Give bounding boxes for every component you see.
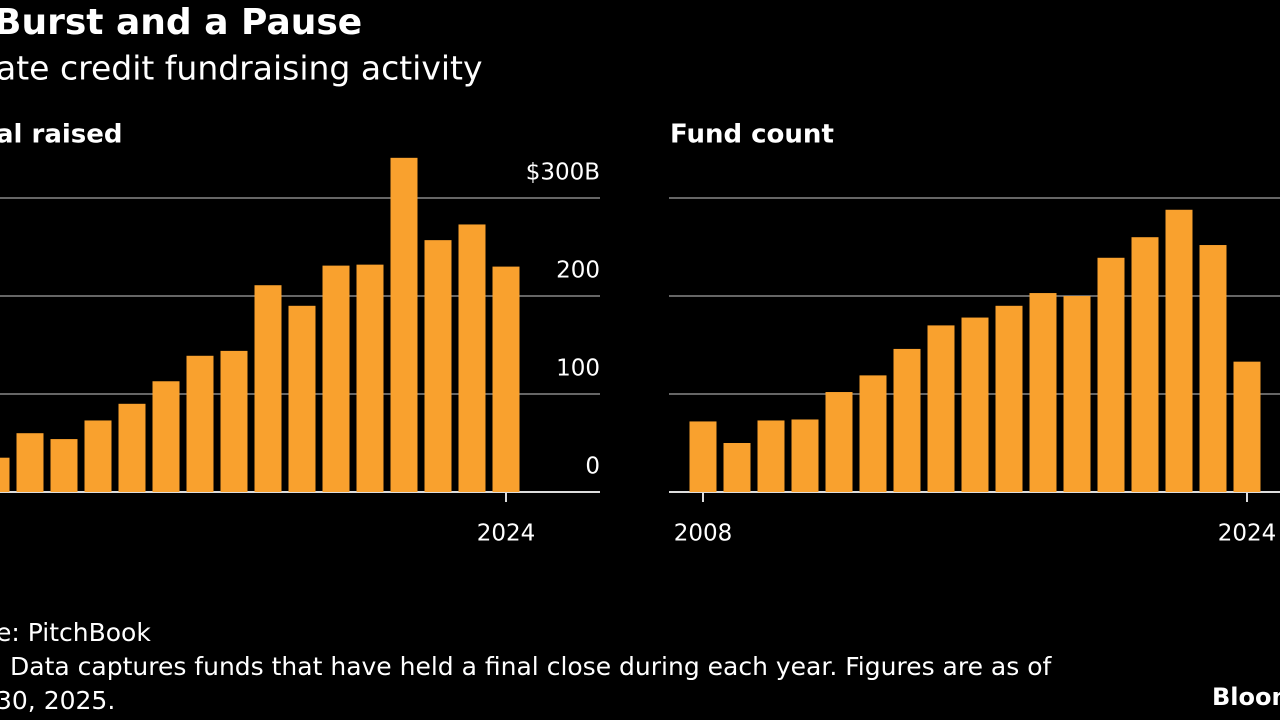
note: Data captures funds that have held a fin…: [10, 652, 1053, 681]
bar: [322, 265, 350, 492]
subtitle: ate credit fundraising activity: [0, 49, 483, 88]
bar: [1131, 237, 1159, 492]
chart-title: al raised: [0, 120, 123, 150]
bar: [1199, 245, 1227, 492]
bar: [220, 350, 248, 492]
bar: [1063, 296, 1091, 492]
bar: [723, 443, 751, 492]
bar: [16, 433, 44, 492]
x-tick-label: 2024: [1218, 521, 1277, 547]
bar: [995, 305, 1023, 492]
bar: [152, 381, 180, 492]
y-tick-label: 100: [556, 356, 600, 382]
bar: [757, 420, 785, 492]
bar: [859, 375, 887, 492]
y-tick-label: 200: [556, 258, 600, 284]
bar: [893, 348, 921, 492]
brand: Bloom: [1212, 683, 1280, 711]
bar: [689, 421, 717, 492]
title: Burst and a Pause: [0, 2, 362, 43]
bar: [825, 392, 853, 492]
bar: [1029, 293, 1057, 492]
bar: [356, 264, 384, 492]
x-tick-label: 2008: [674, 521, 733, 547]
bar: [927, 325, 955, 492]
note: 30, 2025.: [0, 686, 115, 715]
bar: [791, 419, 819, 492]
bar: [288, 305, 316, 492]
bar: [186, 355, 214, 492]
bar: [84, 420, 112, 492]
x-tick-label: 2024: [477, 521, 536, 547]
bar: [1165, 209, 1193, 492]
bar: [118, 403, 146, 492]
bar: [390, 157, 418, 492]
y-tick-label: 0: [585, 454, 600, 480]
y-tick-label: $300B: [526, 160, 600, 186]
bar: [492, 266, 520, 492]
source: e: PitchBook: [0, 618, 151, 647]
bar: [424, 240, 452, 492]
bar: [458, 224, 486, 492]
bar: [961, 317, 989, 492]
bar: [1097, 257, 1125, 492]
bar: [254, 285, 282, 492]
bar: [1233, 361, 1261, 492]
chart-title: Fund count: [670, 120, 834, 150]
bar: [50, 439, 78, 492]
bar: [0, 457, 10, 492]
